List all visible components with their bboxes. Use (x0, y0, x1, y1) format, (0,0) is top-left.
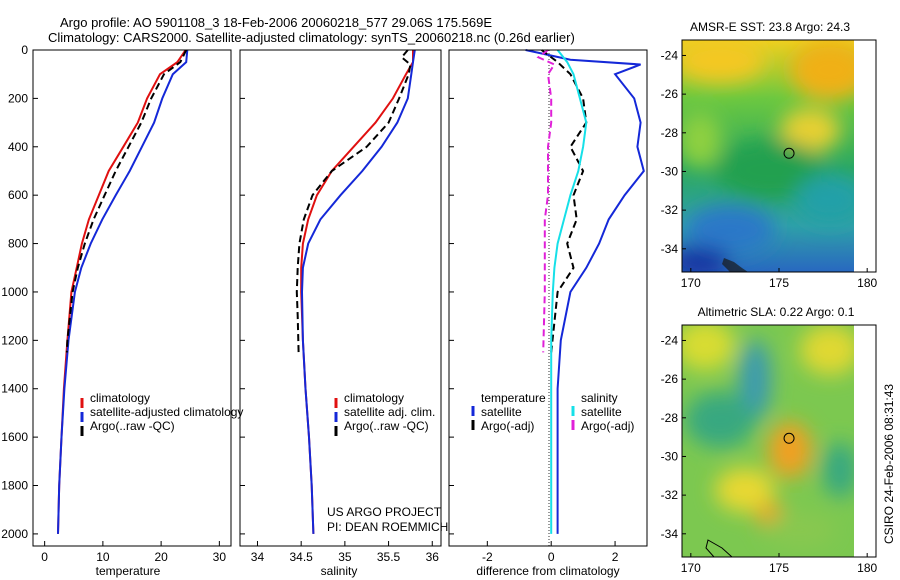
series-line-satellite-adjusted-climatology (57, 49, 189, 534)
series-line-temperature-satellite (525, 49, 645, 534)
x-tick-label: 10 (96, 550, 110, 564)
map-y-tick-label: -30 (661, 164, 679, 178)
map-y-tick-label: -34 (661, 242, 679, 256)
legend-sal-satellite: satellite adj. clim. (344, 405, 435, 419)
salinity-xlabel: salinity (321, 564, 358, 578)
legend-sal-argo-diff: Argo(-adj) (581, 419, 634, 433)
map-y-tick-label: -32 (661, 203, 679, 217)
temperature-plot-frame (32, 49, 232, 547)
y-tick-label: 1400 (1, 382, 28, 396)
temperature-legend: climatology satellite-adjusted climatolo… (80, 391, 243, 436)
salinity-panel: 34 34.5 35 35.5 36 salinity climatology sate… (239, 49, 448, 578)
series-line-climatology (57, 49, 187, 534)
map-x-tick-label: 170 (681, 276, 701, 290)
map-x-tick-label: 175 (769, 561, 789, 575)
temperature-xlabel: temperature (96, 564, 161, 578)
y-tick-label: 1600 (1, 430, 28, 444)
legend-temp-argo: Argo(-adj) (481, 419, 534, 433)
figure-title-line2: Climatology: CARS2000. Satellite-adjuste… (48, 30, 575, 45)
legend-salinity-title: salinity (581, 391, 618, 405)
argo-float-marker (783, 432, 795, 444)
side-label: CSIRO 24-Feb-2006 08:31:43 (882, 384, 896, 544)
legend-sal-climatology: climatology (344, 391, 404, 405)
map-y-tick-label: -24 (661, 333, 679, 347)
y-tick-label: 200 (8, 91, 28, 105)
legend-argo-raw: Argo(..raw -QC) (90, 419, 175, 433)
argo-float-marker (783, 147, 795, 159)
project-annotation-line2: PI: DEAN ROEMMICH (327, 520, 448, 534)
sst-heatmap (682, 40, 854, 272)
sla-land-outline (705, 539, 733, 557)
map-y-tick-label: -26 (661, 372, 679, 386)
x-tick-label: 34.5 (289, 550, 313, 564)
series-line-temperature-argo-adj- (540, 49, 588, 353)
y-tick-label: 800 (8, 237, 28, 251)
x-tick-label: 0 (548, 550, 555, 564)
map-y-tick-label: -28 (661, 126, 679, 140)
difference-legend: temperature satellite Argo(-adj) salinit… (471, 391, 634, 433)
x-tick-label: 35.5 (377, 550, 401, 564)
map-y-tick-label: -30 (661, 449, 679, 463)
y-tick-label: 1800 (1, 479, 28, 493)
land-outline (722, 258, 748, 272)
sla-map-panel: Altimetric SLA: 0.22 Argo: 0.1 17 (661, 305, 878, 575)
difference-xlabel: difference from climatology (476, 564, 619, 578)
series-line-argo-raw-qc- (295, 49, 412, 353)
sla-map-title: Altimetric SLA: 0.22 Argo: 0.1 (698, 305, 855, 319)
y-tick-label: 2000 (1, 527, 28, 541)
x-tick-label: 2 (612, 550, 619, 564)
series-line-satellite-adj-clim- (300, 49, 416, 534)
legend-climatology: climatology (90, 391, 150, 405)
legend-sal-satellite-diff: satellite (581, 405, 622, 419)
difference-plot-frame (448, 49, 648, 547)
map-x-tick-label: 175 (769, 276, 789, 290)
project-annotation-line1: US ARGO PROJECT (327, 505, 442, 519)
sst-map-title: AMSR-E SST: 23.8 Argo: 24.3 (690, 20, 850, 34)
x-tick-label: -2 (482, 550, 493, 564)
x-tick-label: 30 (213, 550, 227, 564)
x-tick-label: 34 (251, 550, 265, 564)
series-line-salinity-argo-adj- (536, 49, 556, 353)
series-line-salinity-satellite (550, 49, 588, 534)
y-tick-label: 1200 (1, 333, 28, 347)
map-x-tick-label: 180 (857, 561, 877, 575)
series-line-argo-raw-qc- (65, 49, 188, 353)
map-y-tick-label: -26 (661, 87, 679, 101)
map-x-tick-label: 170 (681, 561, 701, 575)
legend-temp-satellite: satellite (481, 405, 522, 419)
map-y-tick-label: -32 (661, 488, 679, 502)
y-tick-label: 1000 (1, 285, 28, 299)
sla-heatmap (682, 325, 854, 557)
figure-title-line1: Argo profile: AO 5901108_3 18-Feb-2006 2… (60, 15, 492, 30)
x-tick-label: 36 (426, 550, 440, 564)
salinity-plot-frame (239, 49, 442, 547)
salinity-legend: climatology satellite adj. clim. Argo(..… (334, 391, 435, 436)
map-y-tick-label: -34 (661, 527, 679, 541)
legend-satellite-adjusted: satellite-adjusted climatology (90, 405, 243, 419)
legend-sal-argo: Argo(..raw -QC) (344, 419, 429, 433)
legend-temperature-title: temperature (481, 391, 546, 405)
difference-panel: -2 0 2 difference from climatology tempera… (448, 49, 648, 578)
temperature-panel: 0 10 20 30 0 200 400 600 800 1000 1200 1400 1600 1800… (1, 43, 243, 578)
y-tick-label: 600 (8, 188, 28, 202)
x-tick-label: 0 (41, 550, 48, 564)
map-y-tick-label: -28 (661, 411, 679, 425)
sst-map-panel: AMSR-E SST: 23.8 Argo: 24.3 170 175 180 -24… (661, 20, 878, 290)
map-x-tick-label: 180 (857, 276, 877, 290)
x-tick-label: 35 (338, 550, 352, 564)
map-y-tick-label: -24 (661, 48, 679, 62)
x-tick-label: 20 (154, 550, 168, 564)
y-tick-label: 400 (8, 140, 28, 154)
y-tick-label: 0 (21, 43, 28, 57)
